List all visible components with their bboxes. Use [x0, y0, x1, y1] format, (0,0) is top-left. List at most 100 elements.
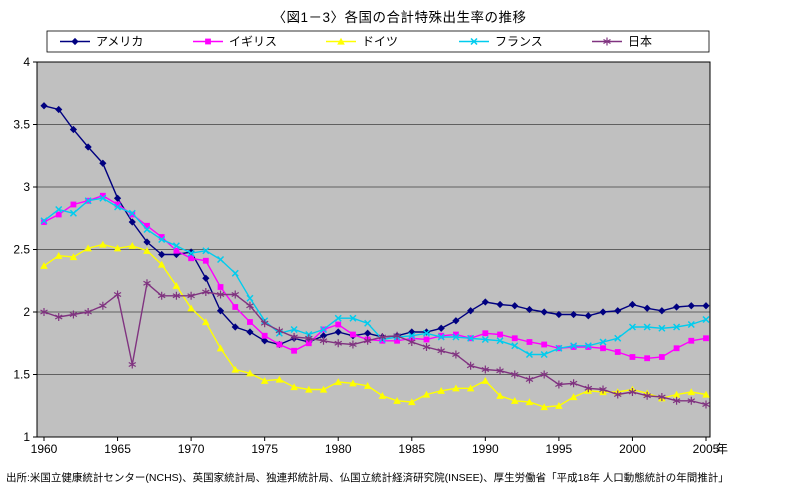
triangle-marker: [157, 260, 166, 268]
legend-label: ドイツ: [362, 35, 398, 49]
legend-label: イギリス: [229, 35, 277, 49]
asterisk-marker: [172, 291, 181, 300]
asterisk-marker: [603, 37, 611, 46]
triangle-marker: [246, 369, 254, 377]
x-marker: [99, 194, 107, 202]
x-marker: [643, 323, 651, 331]
x-marker: [334, 314, 342, 322]
triangle-marker: [216, 344, 225, 352]
x-marker: [246, 294, 254, 302]
diamond-marker: [658, 307, 666, 315]
square-marker: [261, 332, 268, 339]
triangle-marker: [349, 379, 357, 387]
diamond-marker: [158, 250, 166, 259]
square-marker: [202, 257, 209, 264]
asterisk-marker: [643, 391, 651, 400]
triangle-marker: [496, 391, 504, 399]
asterisk-marker: [496, 366, 504, 375]
triangle-marker: [275, 375, 284, 383]
triangle-marker: [305, 385, 313, 393]
triangle-marker: [260, 376, 269, 384]
asterisk-marker: [69, 310, 78, 319]
asterisk-marker: [334, 339, 343, 348]
square-marker: [585, 344, 592, 350]
x-tick-label: 1960: [31, 442, 58, 456]
asterisk-marker: [319, 336, 328, 345]
x-marker: [128, 209, 136, 217]
square-marker: [394, 337, 400, 344]
triangle-marker: [363, 381, 372, 389]
square-marker: [291, 347, 297, 354]
diamond-marker: [496, 300, 504, 309]
series-germany-line: [43, 243, 707, 408]
legend-item-uk: イギリス: [193, 35, 277, 49]
diamond-marker: [128, 218, 136, 226]
asterisk-marker: [231, 290, 240, 299]
square-marker: [217, 284, 224, 290]
asterisk-marker: [437, 346, 445, 355]
square-marker: [188, 255, 195, 262]
asterisk-marker: [599, 385, 607, 394]
triangle-marker: [172, 281, 181, 289]
asterisk-marker: [510, 370, 519, 379]
x-marker: [614, 334, 622, 342]
x-marker: [437, 333, 445, 341]
square-marker: [70, 201, 77, 208]
diamond-marker: [334, 328, 342, 336]
diamond-marker: [540, 308, 548, 316]
series-germany: [40, 240, 710, 411]
x-marker: [687, 320, 695, 329]
legend-item-usa: アメリカ: [60, 35, 143, 49]
x-marker: [555, 344, 563, 352]
square-marker: [276, 341, 283, 348]
asterisk-marker: [393, 331, 401, 340]
triangle-marker: [337, 37, 345, 45]
legend-item-france: フランス: [459, 35, 543, 49]
y-tick-label: 1: [23, 430, 30, 444]
square-marker: [335, 321, 342, 328]
triangle-marker: [99, 240, 107, 248]
asterisk-marker: [216, 290, 225, 299]
triangle-marker: [40, 261, 48, 269]
x-marker: [540, 350, 548, 359]
square-marker: [570, 344, 577, 350]
square-marker: [205, 38, 211, 45]
x-marker: [658, 324, 666, 332]
diamond-marker: [614, 307, 622, 315]
asterisk-marker: [569, 379, 578, 388]
x-marker: [290, 325, 298, 334]
square-marker: [55, 211, 62, 218]
x-marker: [496, 337, 504, 345]
asterisk-marker: [584, 384, 593, 393]
diamond-marker: [84, 143, 92, 151]
diamond-marker: [113, 194, 122, 202]
x-marker: [467, 334, 475, 342]
x-tick-label: 1985: [398, 442, 425, 456]
x-marker: [599, 338, 607, 346]
y-tick-label: 3: [23, 180, 30, 194]
x-marker: [143, 225, 151, 234]
square-marker: [232, 304, 239, 310]
square-marker: [247, 319, 253, 325]
asterisk-marker: [422, 343, 431, 351]
diamond-marker: [452, 317, 460, 325]
x-marker: [40, 217, 48, 225]
y-tick-label: 2.5: [13, 243, 30, 257]
x-marker: [158, 235, 166, 244]
asterisk-marker: [99, 301, 107, 310]
x-tick-label: 1975: [251, 442, 278, 456]
x-marker: [84, 197, 92, 205]
square-marker: [511, 335, 518, 342]
square-marker: [541, 341, 548, 348]
asterisk-marker: [349, 340, 357, 349]
x-marker: [349, 314, 357, 322]
diamond-marker: [69, 125, 78, 134]
triangle-marker: [393, 396, 401, 404]
diamond-marker: [702, 302, 710, 310]
triangle-marker: [422, 390, 431, 398]
x-marker: [187, 249, 195, 257]
asterisk-marker: [540, 370, 548, 379]
asterisk-marker: [525, 375, 534, 384]
series-france: [40, 194, 710, 359]
x-tick-label: 1990: [472, 442, 499, 456]
